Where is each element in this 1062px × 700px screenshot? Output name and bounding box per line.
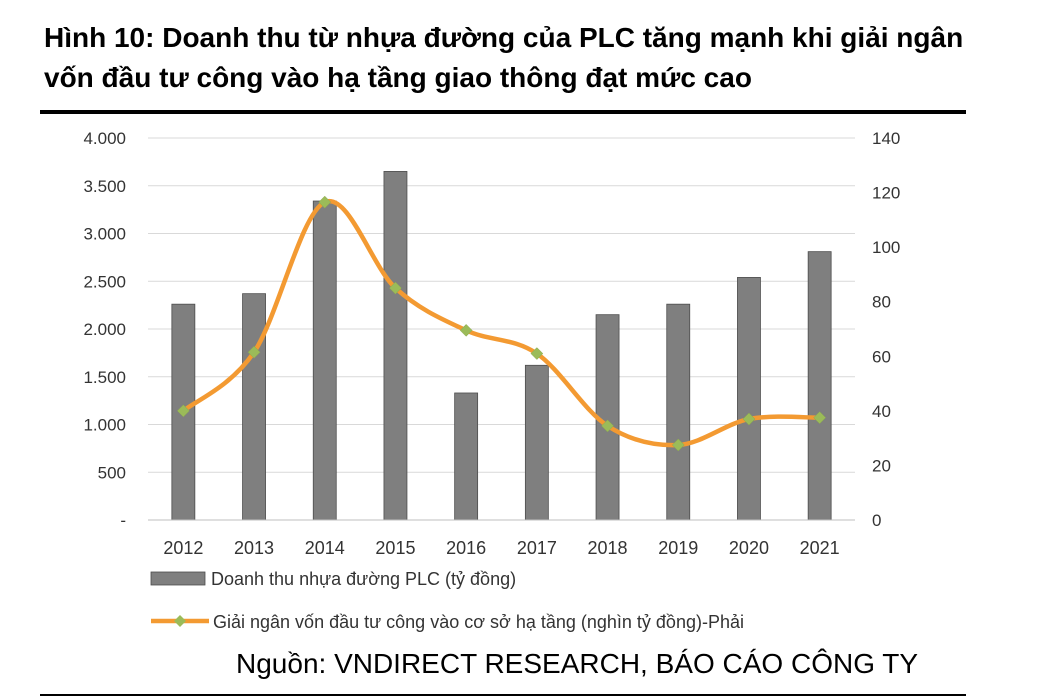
y-left-tick-label: 2.500 — [83, 272, 126, 291]
y-right-tick-label: 100 — [872, 238, 900, 257]
x-tick-label: 2017 — [517, 538, 557, 558]
line-marker — [176, 404, 190, 418]
y-left-tick-label: 3.500 — [83, 177, 126, 196]
line-marker — [318, 195, 332, 209]
x-tick-label: 2016 — [446, 538, 486, 558]
y-left-tick-label: 4.000 — [83, 129, 126, 148]
y-left-tick-label: - — [120, 511, 126, 530]
line-marker — [247, 345, 261, 359]
x-tick-label: 2014 — [305, 538, 345, 558]
y-left-tick-label: 500 — [98, 463, 126, 482]
legend-line-label: Giải ngân vốn đầu tư công vào cơ sở hạ t… — [213, 612, 744, 632]
bar — [242, 293, 266, 521]
bar — [383, 171, 408, 521]
y-left-tick-label: 1.000 — [83, 416, 126, 435]
y-left-tick-label: 1.500 — [83, 368, 126, 387]
x-tick-label: 2020 — [729, 538, 769, 558]
x-tick-label: 2013 — [234, 538, 274, 558]
y-left-tick-label: 2.000 — [83, 320, 126, 339]
x-tick-label: 2018 — [588, 538, 628, 558]
legend-bar-label: Doanh thu nhựa đường PLC (tỷ đồng) — [211, 569, 516, 589]
y-left-tick-label: 3.000 — [83, 225, 126, 244]
source-note: Nguồn: VNDIRECT RESEARCH, BÁO CÁO CÔNG T… — [236, 648, 919, 679]
x-tick-label: 2019 — [658, 538, 698, 558]
line-marker — [742, 412, 756, 426]
y-right-tick-label: 140 — [872, 129, 900, 148]
line-marker — [813, 411, 827, 425]
y-right-tick-label: 20 — [872, 456, 891, 475]
legend-bar-swatch — [150, 571, 206, 586]
line-marker — [389, 281, 402, 295]
bar — [524, 364, 549, 521]
line-series — [181, 198, 822, 448]
bottom-rule — [40, 694, 966, 696]
bar — [312, 200, 337, 521]
y-right-tick-label: 120 — [872, 184, 900, 203]
figure-title: Hình 10: Doanh thu từ nhựa đường của PLC… — [44, 22, 964, 93]
bar — [737, 277, 761, 521]
bar — [454, 392, 479, 521]
line-marker — [671, 438, 685, 452]
x-tick-label: 2012 — [163, 538, 203, 558]
bar — [807, 251, 832, 521]
x-tick-label: 2015 — [375, 538, 415, 558]
line-marker — [601, 419, 614, 433]
title-underline — [40, 110, 966, 114]
legend-line-marker — [174, 615, 186, 627]
y-right-tick-label: 0 — [872, 511, 881, 530]
x-tick-label: 2021 — [800, 538, 840, 558]
line-marker — [530, 347, 544, 360]
y-right-tick-label: 80 — [872, 293, 891, 312]
y-right-tick-label: 40 — [872, 402, 891, 421]
y-right-tick-label: 60 — [872, 347, 891, 366]
bar — [666, 303, 691, 521]
line-marker — [459, 324, 473, 337]
